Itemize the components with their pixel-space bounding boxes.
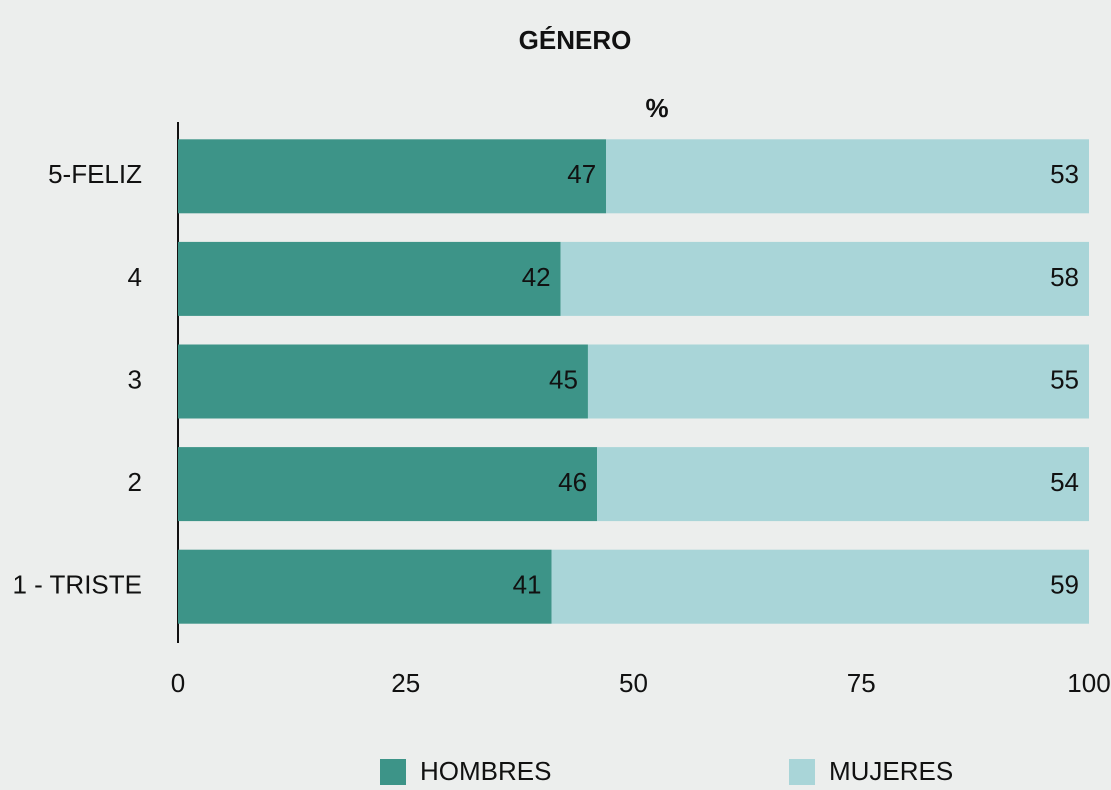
y-tick-label: 1 - TRISTE bbox=[12, 570, 142, 600]
bar-segment bbox=[178, 549, 552, 624]
legend-swatch bbox=[789, 759, 815, 785]
y-tick-label: 3 bbox=[128, 364, 142, 394]
legend-label: HOMBRES bbox=[420, 756, 551, 786]
data-label: 55 bbox=[1050, 364, 1079, 394]
x-tick-label: 75 bbox=[847, 668, 876, 698]
bar-segment bbox=[178, 139, 607, 214]
data-label: 59 bbox=[1050, 570, 1079, 600]
x-tick-label: 25 bbox=[391, 668, 420, 698]
legend-label: MUJERES bbox=[829, 756, 953, 786]
bar-segment bbox=[178, 447, 598, 522]
data-label: 58 bbox=[1050, 262, 1079, 292]
bar-segment bbox=[560, 241, 1089, 316]
x-tick-label: 100 bbox=[1067, 668, 1110, 698]
y-tick-label: 5-FELIZ bbox=[48, 159, 142, 189]
data-label: 47 bbox=[567, 159, 596, 189]
bar-segment bbox=[587, 344, 1089, 419]
chart-subtitle: % bbox=[645, 93, 668, 123]
bar-segment bbox=[178, 344, 588, 419]
bar-segment bbox=[178, 241, 561, 316]
x-tick-label: 50 bbox=[619, 668, 648, 698]
bar-segment bbox=[551, 549, 1089, 624]
data-label: 45 bbox=[549, 364, 578, 394]
bar-segment bbox=[597, 447, 1089, 522]
bar-segment bbox=[606, 139, 1089, 214]
legend-swatch bbox=[380, 759, 406, 785]
chart-title: GÉNERO bbox=[519, 25, 632, 55]
y-tick-label: 4 bbox=[128, 262, 142, 292]
data-label: 41 bbox=[513, 570, 542, 600]
y-tick-label: 2 bbox=[128, 467, 142, 497]
data-label: 54 bbox=[1050, 467, 1079, 497]
x-tick-label: 0 bbox=[171, 668, 185, 698]
data-label: 53 bbox=[1050, 159, 1079, 189]
data-label: 42 bbox=[522, 262, 551, 292]
data-label: 46 bbox=[558, 467, 587, 497]
